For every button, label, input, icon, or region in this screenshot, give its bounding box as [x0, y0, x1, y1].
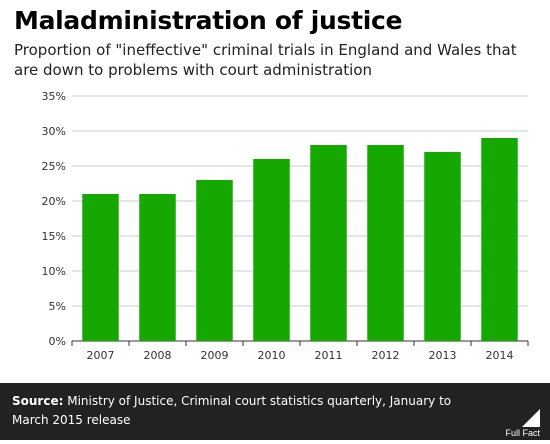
source-citation: Ministry of Justice, Criminal court stat…: [12, 394, 452, 427]
x-tick-label: 2010: [258, 349, 286, 362]
x-tick-label: 2013: [429, 349, 457, 362]
x-tick-label: 2011: [315, 349, 343, 362]
y-tick-label: 20%: [42, 195, 66, 208]
chart-subtitle: Proportion of "ineffective" criminal tri…: [14, 41, 517, 79]
bar: [82, 194, 119, 341]
brand-name: Full Fact: [505, 428, 540, 438]
bar: [481, 138, 518, 341]
y-tick-label: 10%: [42, 265, 66, 278]
full-fact-logo: Full Fact: [484, 383, 544, 440]
x-tick-label: 2012: [372, 349, 400, 362]
y-tick-label: 5%: [49, 300, 66, 313]
y-tick-label: 30%: [42, 125, 66, 138]
y-tick-label: 15%: [42, 230, 66, 243]
chart-title: Maladministration of justice: [14, 6, 403, 35]
y-tick-label: 25%: [42, 160, 66, 173]
x-tick-label: 2007: [87, 349, 115, 362]
x-tick-label: 2014: [486, 349, 514, 362]
y-tick-label: 35%: [42, 90, 66, 103]
bar: [424, 152, 461, 341]
x-tick-label: 2008: [144, 349, 172, 362]
full-fact-logo-icon: [522, 409, 540, 427]
source-note: Source: Ministry of Justice, Criminal co…: [12, 392, 482, 430]
x-tick-label: 2009: [201, 349, 229, 362]
source-footer: Source: Ministry of Justice, Criminal co…: [0, 383, 550, 440]
y-tick-label: 0%: [49, 335, 66, 348]
bar: [253, 159, 290, 341]
source-label: Source:: [12, 394, 64, 408]
bar: [310, 145, 347, 341]
bar: [139, 194, 176, 341]
bar-chart: 0% 5% 10% 15% 20% 25% 30% 35% 2007 2008 2009 2010 20…: [42, 90, 529, 362]
bar: [367, 145, 404, 341]
bar: [196, 180, 233, 341]
